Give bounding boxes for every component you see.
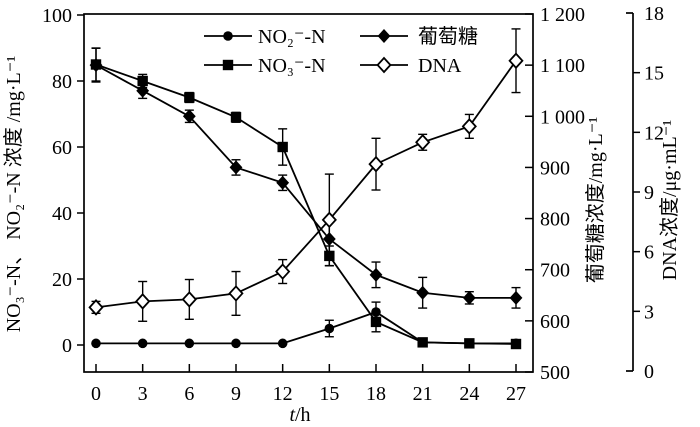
series-filled-square [90,47,522,350]
filled-circle-marker [464,338,475,349]
glucose-tick-label: 700 [540,260,570,282]
glucose-tick-label: 900 [540,157,570,179]
x-tick-label: 18 [366,383,386,405]
dna-tick-label: 0 [644,361,654,383]
dna-tick-label: 9 [644,182,654,204]
filled-diamond-marker [182,109,196,124]
left-axis: 0 20 40 60 80 100 NO₃⁻-N、 NO₂⁻-N 浓度 /mg·L⁻¹ [2,5,84,357]
x-tick-label: 21 [413,383,433,405]
filled-circle-marker [91,338,101,349]
open-diamond-marker [88,299,104,316]
left-tick-label: 80 [52,71,72,93]
x-tick-label: 24 [459,383,479,405]
x-tick-label: 12 [273,383,293,405]
left-tick-label: 20 [52,269,72,291]
open-diamond-marker [321,211,337,229]
left-tick-label: 0 [62,335,72,357]
left-tick-label: 40 [52,203,72,225]
filled-diamond-marker [509,290,523,305]
filled-diamond-marker [377,29,391,43]
series-line [95,63,517,345]
x-tick-label: 3 [138,383,148,405]
filled-square-marker [230,112,242,123]
x-tick-label: 15 [319,383,339,405]
left-tick-label: 100 [42,5,72,27]
series-line [95,60,517,309]
filled-diamond-marker [229,160,243,175]
filled-circle-marker [231,338,241,349]
series-filled-circle [91,301,521,349]
dna-tick-label: 18 [644,3,664,25]
open-diamond-marker [181,291,197,308]
open-diamond-marker [415,133,431,151]
series-filled-diamond [89,47,523,309]
x-tick-label: 27 [506,383,526,405]
glucose-tick-label: 600 [540,311,570,333]
filled-circle-marker [277,338,288,349]
dna-tick-label: 15 [644,63,664,85]
filled-diamond-marker [462,290,476,305]
glucose-axis: 500 600 700 800 900 1 000 1 100 1 200 葡萄糖浓度/mg·L… [525,4,607,384]
legend-label: NO₃⁻-N [258,55,326,77]
filled-diamond-marker [416,285,430,300]
glucose-axis-title: 葡萄糖浓度/mg·L⁻¹ [584,117,607,284]
filled-square-marker [222,59,234,71]
legend: NO₂⁻-N 葡萄糖 NO₃⁻-N DNA [204,25,478,77]
series-open-diamond [88,28,524,322]
filled-circle-marker [371,307,381,317]
legend-label: NO₂⁻-N [258,26,326,48]
open-diamond-marker [368,155,384,173]
filled-circle-marker [184,338,195,349]
open-diamond-marker [275,263,291,280]
glucose-tick-label: 1 100 [540,55,585,77]
dna-tick-label: 3 [644,301,654,323]
frame-rect [83,13,534,373]
filled-circle-marker [324,323,335,334]
dna-axis: 0 3 6 9 12 15 18 DNA浓度/μg·mL⁻¹ [626,3,681,383]
glucose-tick-label: 800 [540,209,570,231]
open-diamond-marker [228,285,244,302]
open-diamond-marker [461,118,477,135]
dna-axis-title: DNA浓度/μg·mL⁻¹ [658,120,681,281]
filled-square-marker [90,59,102,70]
filled-circle-marker [417,337,428,348]
open-diamond-marker [508,52,524,70]
left-tick-label: 60 [52,137,72,159]
open-diamond-marker [376,56,392,74]
filled-square-marker [277,141,288,153]
series-line [96,311,516,345]
series-line [95,64,516,299]
filled-circle-marker [137,338,148,349]
dna-tick-label: 12 [644,122,664,144]
filled-diamond-marker [369,267,383,282]
filled-square-marker [137,75,148,87]
glucose-tick-label: 1 000 [540,106,585,128]
x-tick-label: 6 [184,383,194,405]
legend-label: 葡萄糖 [418,25,478,48]
x-tick-label: 9 [231,383,241,405]
plot-frame [83,13,534,373]
glucose-tick-label: 1 200 [540,4,585,26]
filled-diamond-marker [276,175,290,190]
x-tick-label: 0 [91,383,101,405]
open-diamond-marker [135,293,151,310]
left-axis-title: NO₃⁻-N、 NO₂⁻-N 浓度 /mg·L⁻¹ [2,56,25,333]
x-axis-title: t/h [289,404,310,426]
filled-circle-marker [511,338,521,349]
filled-circle-marker [223,31,233,41]
dna-tick-label: 6 [644,242,654,264]
legend-label: DNA [418,55,462,77]
x-axis: 0 3 6 9 12 15 18 21 24 27 t/h [91,364,526,426]
glucose-tick-label: 500 [540,362,570,384]
filled-square-marker [184,92,195,103]
